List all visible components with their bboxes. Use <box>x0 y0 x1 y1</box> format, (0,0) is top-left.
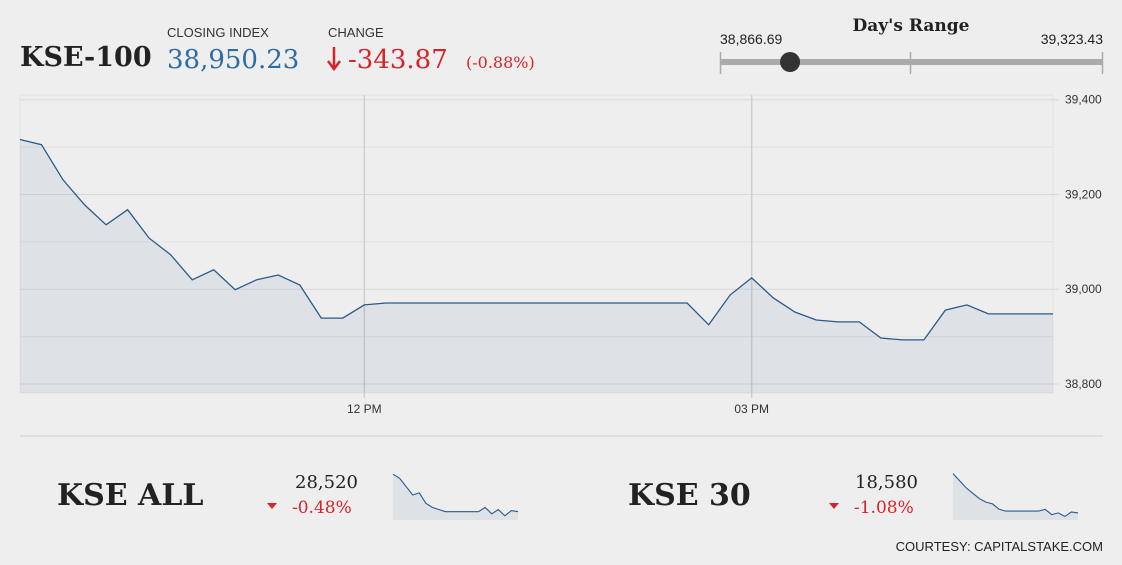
down-arrow <box>327 47 341 72</box>
range-bar <box>720 59 1103 65</box>
line <box>19 138 1053 341</box>
area <box>393 474 518 520</box>
range-marker <box>780 52 801 72</box>
change-percent: (-0.88%) <box>466 53 535 72</box>
index-name: KSE ALL <box>57 478 204 513</box>
closing-label: CLOSING INDEX <box>167 25 269 40</box>
footer: COURTESY: CAPITALSTAKE.COM <box>896 539 1103 554</box>
index-change: -1.08% <box>854 498 914 518</box>
area <box>953 473 1078 520</box>
y-tick-label: 39,200 <box>1065 187 1102 201</box>
x-tick-label: 12 PM <box>347 402 382 416</box>
line <box>952 473 1079 518</box>
closing-value: 38,950.23 <box>167 45 299 75</box>
range-low: 38,866.69 <box>720 31 782 47</box>
change-value: -343.87 <box>348 45 448 75</box>
down-triangle <box>267 503 277 509</box>
index-value: 18,580 <box>855 472 918 493</box>
y-tick-label: 39,000 <box>1065 282 1102 296</box>
y-tick-label: 39,400 <box>1065 93 1102 107</box>
area <box>20 139 1053 393</box>
range-high: 39,323.43 <box>1041 31 1103 47</box>
index-title: KSE-100 <box>20 42 152 73</box>
down-triangle <box>829 503 839 509</box>
line <box>392 473 519 517</box>
change-label: CHANGE <box>328 25 384 40</box>
index-name: KSE 30 <box>628 478 751 513</box>
y-tick-label: 38,800 <box>1065 377 1102 391</box>
index-change: -0.48% <box>292 498 352 518</box>
index-value: 28,520 <box>295 472 358 493</box>
range-ticks <box>719 52 1104 74</box>
x-tick-label: 03 PM <box>734 402 769 416</box>
range-title: Day's Range <box>853 16 970 36</box>
plot-area <box>19 94 1054 394</box>
